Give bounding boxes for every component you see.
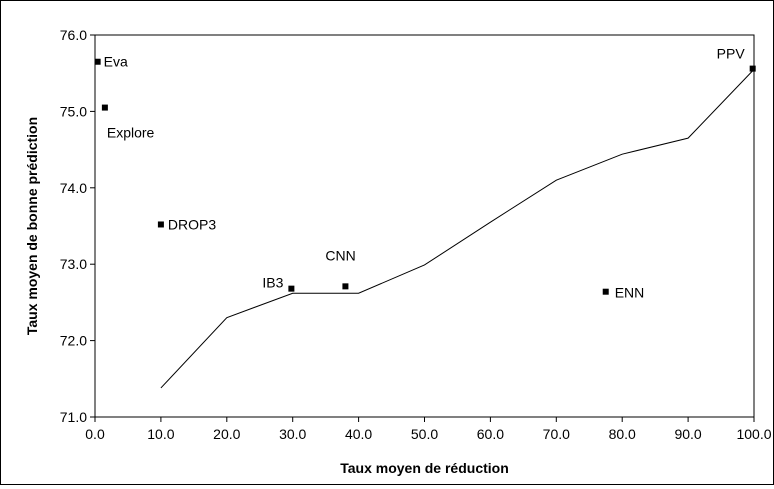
x-tick-label: 10.0	[147, 426, 174, 442]
point-ib3	[288, 285, 295, 292]
point-label-explore: Explore	[107, 125, 155, 141]
y-tick-label: 71.0	[60, 409, 87, 425]
point-ppv	[749, 65, 756, 72]
point-label-drop3: DROP3	[168, 216, 216, 232]
y-tick-label: 75.0	[60, 103, 87, 119]
x-tick-label: 20.0	[213, 426, 240, 442]
x-axis-title: Taux moyen de réduction	[340, 460, 509, 476]
point-drop3	[157, 221, 164, 228]
point-cnn	[342, 283, 349, 290]
point-eva	[94, 58, 101, 65]
point-label-enn: ENN	[615, 285, 645, 301]
x-tick-label: 100.0	[736, 426, 771, 442]
x-tick-label: 40.0	[345, 426, 372, 442]
y-tick-label: 74.0	[60, 180, 87, 196]
y-axis-title: Taux moyen de bonne prédiction	[24, 117, 40, 335]
y-tick-label: 76.0	[60, 27, 87, 43]
point-explore	[101, 104, 108, 111]
x-tick-label: 0.0	[85, 426, 105, 442]
series-line	[160, 69, 755, 389]
point-label-ppv: PPV	[717, 46, 746, 62]
x-tick-label: 30.0	[279, 426, 306, 442]
point-label-ib3: IB3	[262, 275, 283, 291]
y-tick-label: 72.0	[60, 333, 87, 349]
x-tick-label: 70.0	[543, 426, 570, 442]
point-label-cnn: CNN	[325, 247, 355, 263]
point-enn	[602, 288, 609, 295]
y-tick-label: 73.0	[60, 256, 87, 272]
x-tick-label: 60.0	[477, 426, 504, 442]
x-tick-label: 50.0	[411, 426, 438, 442]
x-tick-label: 90.0	[674, 426, 701, 442]
x-tick-label: 80.0	[609, 426, 636, 442]
point-label-eva: Eva	[104, 54, 128, 70]
